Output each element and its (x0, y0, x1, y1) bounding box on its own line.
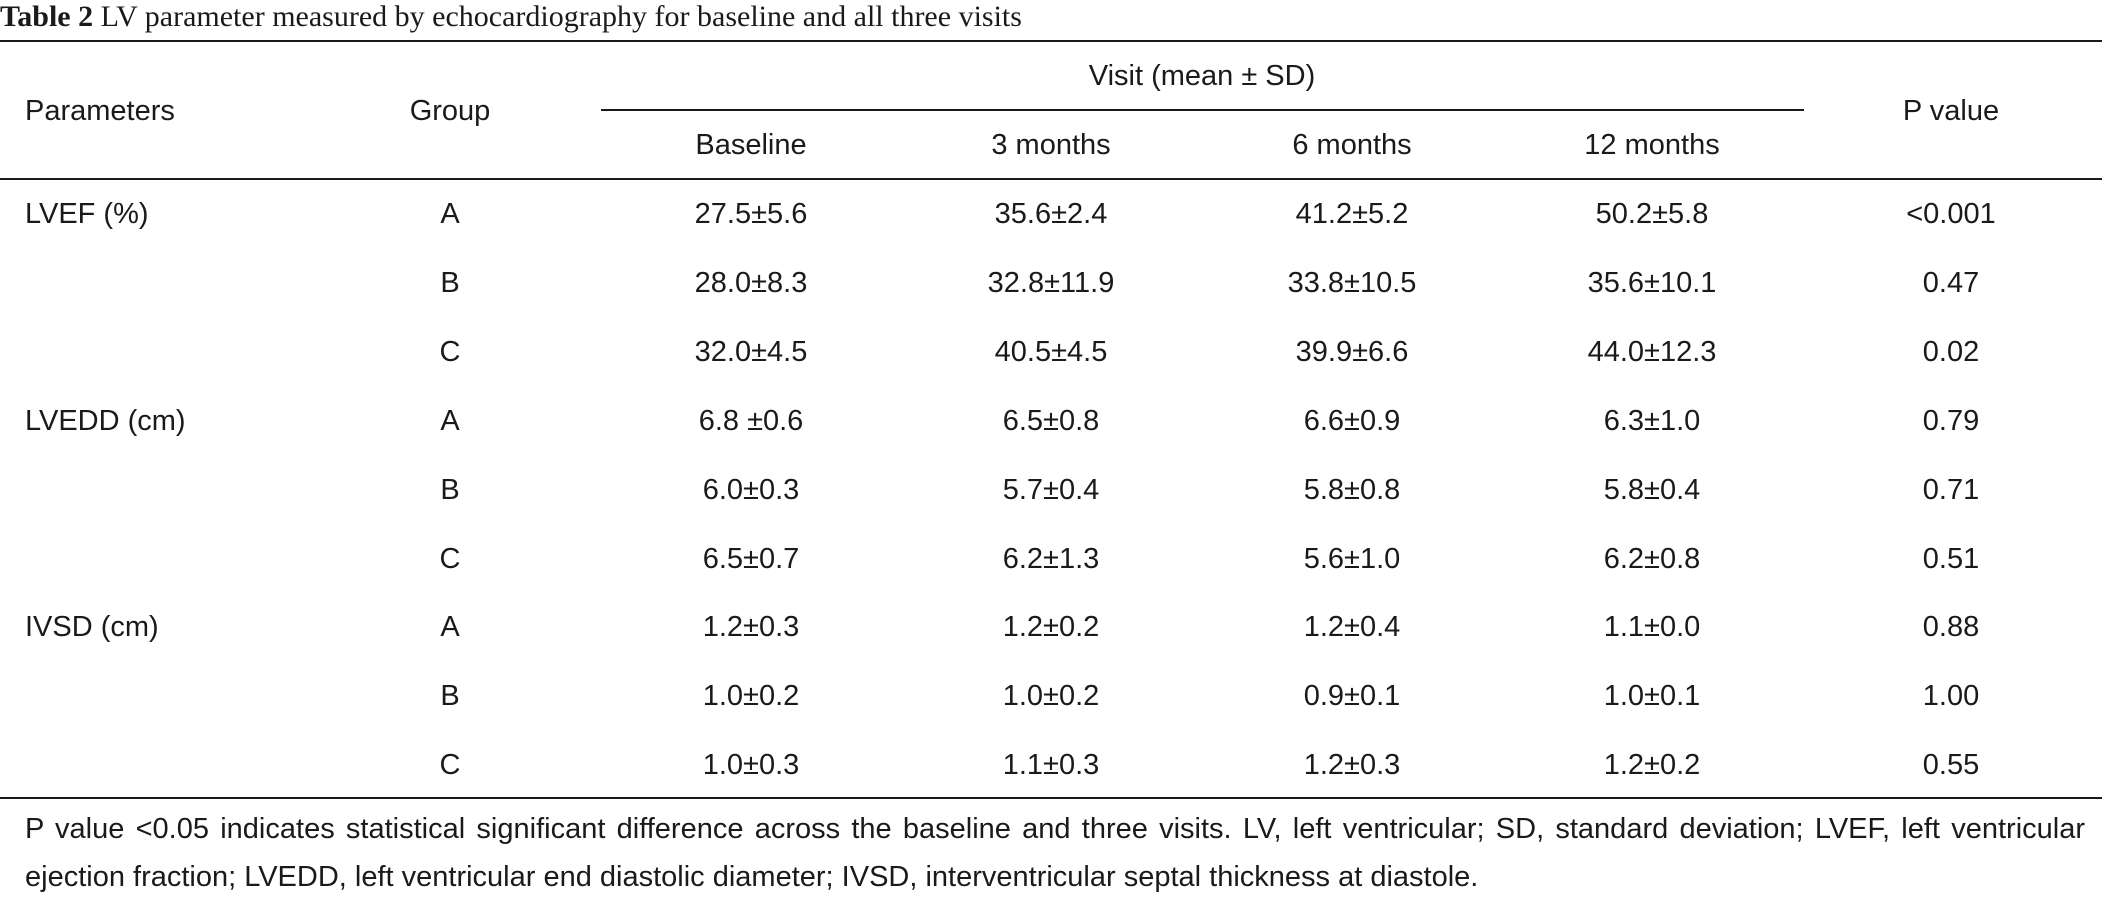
header-visit-3-months: 3 months (991, 129, 1111, 161)
table-caption: Table 2 LV parameter measured by echocar… (0, 0, 1022, 36)
row-value-12-months: 6.3±1.0 (1603, 405, 1701, 437)
table-top-rule (0, 40, 2102, 42)
row-value-3-months: 32.8±11.9 (987, 267, 1115, 299)
row-value-6-months: 5.8±0.8 (1303, 474, 1401, 506)
row-value-baseline: 1.0±0.2 (702, 680, 800, 712)
row-p-value: 0.79 (1922, 405, 1980, 437)
header-visit-group: Visit (mean ± SD) (1088, 60, 1316, 92)
row-group: C (439, 749, 461, 781)
header-visit-12-months: 12 months (1584, 129, 1720, 161)
row-value-baseline: 6.5±0.7 (702, 543, 800, 575)
row-value-6-months: 0.9±0.1 (1303, 680, 1401, 712)
row-group: A (440, 405, 460, 437)
row-value-12-months: 1.0±0.1 (1603, 680, 1701, 712)
header-parameters: Parameters (25, 95, 175, 127)
row-value-3-months: 1.2±0.2 (1002, 611, 1100, 643)
row-group: B (440, 680, 460, 712)
row-value-6-months: 5.6±1.0 (1303, 543, 1401, 575)
row-value-12-months: 44.0±12.3 (1587, 336, 1717, 368)
row-value-6-months: 1.2±0.4 (1303, 611, 1401, 643)
row-value-6-months: 41.2±5.2 (1295, 198, 1409, 230)
row-value-baseline: 27.5±5.6 (694, 198, 808, 230)
row-p-value: 0.71 (1922, 474, 1980, 506)
row-p-value: 0.47 (1922, 267, 1980, 299)
row-value-3-months: 1.1±0.3 (1002, 749, 1100, 781)
row-value-3-months: 1.0±0.2 (1002, 680, 1100, 712)
table-footnote: P value <0.05 indicates statistical sign… (25, 813, 2085, 893)
row-p-value: 0.51 (1922, 543, 1980, 575)
row-value-6-months: 1.2±0.3 (1303, 749, 1401, 781)
row-value-3-months: 40.5±4.5 (994, 336, 1108, 368)
row-group: C (439, 336, 461, 368)
table-caption-text: LV parameter measured by echocardiograph… (100, 0, 1022, 33)
row-value-12-months: 5.8±0.4 (1603, 474, 1701, 506)
row-group: B (440, 474, 460, 506)
table-caption-label: Table 2 (0, 0, 94, 33)
row-p-value: 0.55 (1922, 749, 1980, 781)
row-value-6-months: 39.9±6.6 (1295, 336, 1409, 368)
row-value-baseline: 1.0±0.3 (702, 749, 800, 781)
row-value-3-months: 5.7±0.4 (1002, 474, 1100, 506)
row-group: A (440, 198, 460, 230)
row-p-value: 1.00 (1922, 680, 1980, 712)
row-value-baseline: 32.0±4.5 (694, 336, 808, 368)
row-value-12-months: 35.6±10.1 (1587, 267, 1717, 299)
row-p-value: <0.001 (1906, 198, 1996, 230)
header-p-value: P value (1902, 95, 2000, 127)
row-value-12-months: 1.1±0.0 (1603, 611, 1701, 643)
row-p-value: 0.88 (1922, 611, 1980, 643)
table-bottom-rule (0, 797, 2102, 799)
row-parameter: LVEF (%) (25, 198, 149, 230)
row-value-baseline: 1.2±0.3 (702, 611, 800, 643)
row-value-3-months: 6.5±0.8 (1002, 405, 1100, 437)
row-value-3-months: 6.2±1.3 (1002, 543, 1100, 575)
row-value-baseline: 28.0±8.3 (694, 267, 808, 299)
row-group: B (440, 267, 460, 299)
row-p-value: 0.02 (1922, 336, 1980, 368)
row-value-baseline: 6.8 ±0.6 (698, 405, 804, 437)
row-value-baseline: 6.0±0.3 (702, 474, 800, 506)
visit-subheader-rule (601, 109, 1804, 111)
table-header-rule (0, 178, 2102, 180)
row-value-12-months: 50.2±5.8 (1595, 198, 1709, 230)
row-value-12-months: 6.2±0.8 (1603, 543, 1701, 575)
header-visit-6-months: 6 months (1292, 129, 1412, 161)
header-group: Group (409, 95, 491, 127)
row-value-6-months: 33.8±10.5 (1287, 267, 1417, 299)
row-group: C (439, 543, 461, 575)
row-parameter: LVEDD (cm) (25, 405, 186, 437)
header-visit-baseline: Baseline (695, 129, 807, 161)
row-parameter: IVSD (cm) (25, 611, 159, 643)
row-group: A (440, 611, 460, 643)
row-value-12-months: 1.2±0.2 (1603, 749, 1701, 781)
row-value-3-months: 35.6±2.4 (994, 198, 1108, 230)
row-value-6-months: 6.6±0.9 (1303, 405, 1401, 437)
